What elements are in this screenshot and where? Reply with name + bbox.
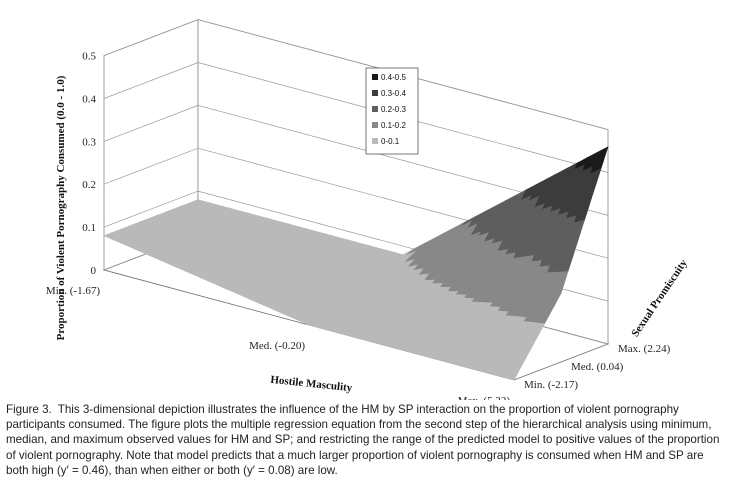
y-tick-label: 0.4 bbox=[82, 94, 96, 106]
gridline bbox=[103, 105, 609, 216]
x-tick-labels: Min. (-1.67) Med. (-0.20) Max. (5.22) bbox=[46, 285, 510, 400]
y-tick-labels: 0 0.1 0.2 0.3 0.4 0.5 bbox=[82, 51, 96, 277]
surface-cell bbox=[503, 372, 517, 381]
z-tick-label: Min. (-2.17) bbox=[524, 379, 578, 391]
legend-label: 0.2-0.3 bbox=[381, 105, 406, 114]
x-tick-label: Max. (5.22) bbox=[458, 395, 511, 400]
chart-surface bbox=[103, 146, 609, 381]
legend-swatch bbox=[372, 138, 378, 144]
y-tick-label: 0.2 bbox=[82, 179, 96, 191]
z-tick-label: Med. (0.04) bbox=[571, 361, 624, 373]
legend-swatch bbox=[372, 90, 378, 96]
surface-cell bbox=[550, 285, 564, 294]
z-axis-title: Sexual Promiscuity bbox=[629, 257, 690, 339]
legend-label: 0.3-0.4 bbox=[381, 89, 406, 98]
legend-swatch bbox=[372, 122, 378, 128]
z-tick-labels: Min. (-2.17) Med. (0.04) Max. (2.24) bbox=[524, 343, 671, 391]
gridline bbox=[103, 62, 609, 173]
legend-swatch bbox=[372, 106, 378, 112]
x-tick-label: Min. (-1.67) bbox=[46, 285, 100, 297]
surface-chart: 0 0.1 0.2 0.3 0.4 0.5 Min. (-1.67) Med. (-0.20… bbox=[46, 19, 690, 400]
surface-cell bbox=[547, 292, 562, 299]
legend-label: 0.1-0.2 bbox=[381, 121, 406, 130]
y-axis-title: Proportion of Violent Pornography Consum… bbox=[55, 75, 67, 340]
y-tick-label: 0.3 bbox=[82, 136, 96, 148]
z-tick-label: Max. (2.24) bbox=[618, 343, 671, 355]
caption-label: Figure 3. bbox=[6, 403, 52, 416]
surface-cell bbox=[552, 278, 567, 287]
legend-label: 0-0.1 bbox=[381, 137, 400, 146]
caption-text: This 3-dimensional depiction illustrates… bbox=[6, 403, 720, 477]
surface-cell bbox=[555, 271, 569, 280]
y-tick-label: 0 bbox=[91, 265, 97, 277]
chart-svg: 0 0.1 0.2 0.3 0.4 0.5 Min. (-1.67) Med. (-0.20… bbox=[46, 19, 690, 400]
legend-swatch bbox=[372, 74, 378, 80]
x-tick-label: Med. (-0.20) bbox=[249, 340, 305, 352]
chart-legend: 0.4-0.5 0.3-0.4 0.2-0.3 0.1-0.2 0-0.1 bbox=[365, 67, 419, 155]
figure-caption: Figure 3. This 3-dimensional depiction il… bbox=[6, 402, 728, 478]
legend-label: 0.4-0.5 bbox=[381, 73, 406, 82]
y-tick-label: 0.5 bbox=[82, 51, 96, 63]
gridline bbox=[103, 19, 609, 130]
x-axis-title: Hostile Masculity bbox=[270, 374, 353, 395]
y-tick-label: 0.1 bbox=[82, 222, 96, 234]
